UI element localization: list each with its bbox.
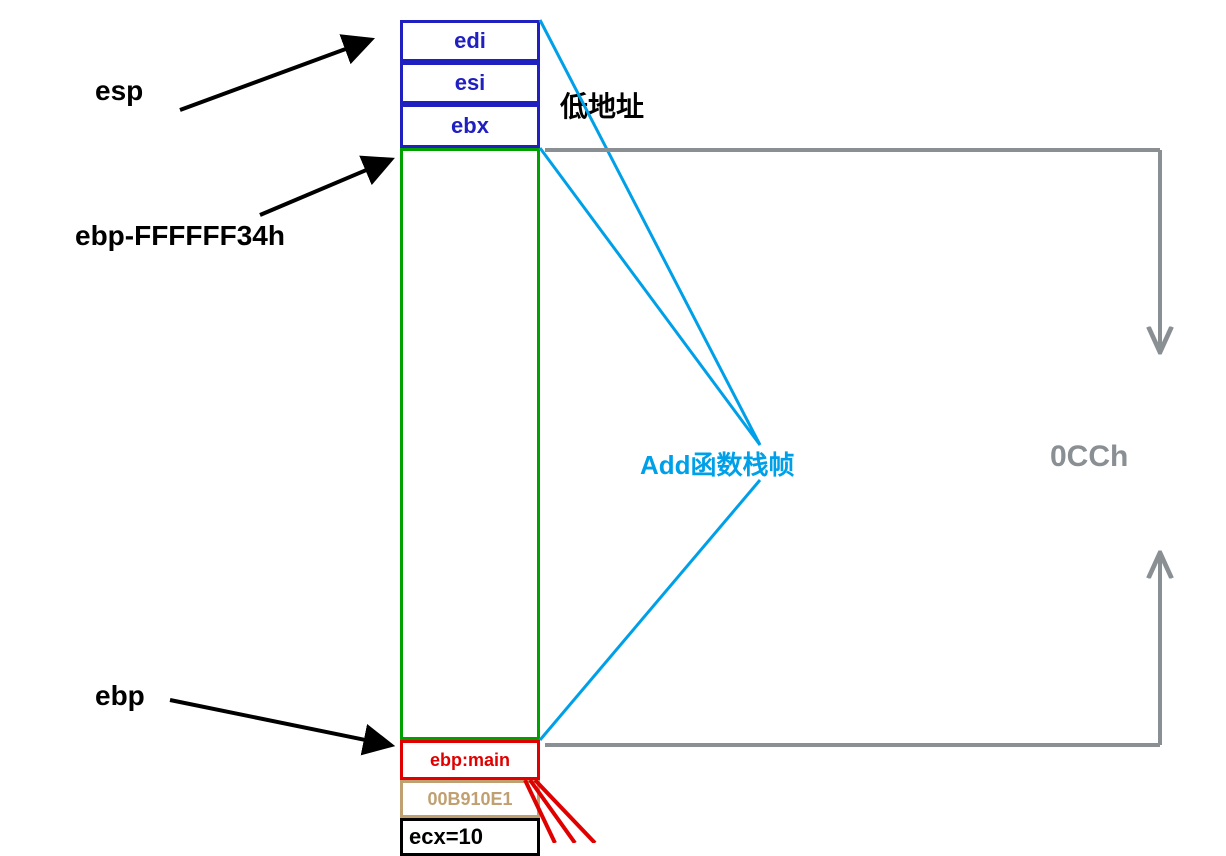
cell-text: ecx=10 <box>409 824 483 850</box>
stack-cell-addr: 00B910E1 <box>400 780 540 818</box>
stack-cell-ecx: ecx=10 <box>400 818 540 856</box>
esp-arrow <box>180 40 370 110</box>
cyan-lines <box>540 20 760 740</box>
add-frame-label: Add函数栈帧 <box>640 445 795 482</box>
cell-text: edi <box>454 28 486 54</box>
diagram-lines <box>0 0 1226 843</box>
cell-text: ebp:main <box>430 750 510 771</box>
cell-text: esi <box>455 70 486 96</box>
ebp-arrow <box>170 700 390 745</box>
stack-cell-ebp-main: ebp:main <box>400 740 540 780</box>
stack-cell-esi: esi <box>400 62 540 104</box>
pointer-arrows <box>170 40 390 745</box>
stack-cell-edi: edi <box>400 20 540 62</box>
ebp-offset-label: ebp-FFFFFF34h <box>75 220 285 252</box>
cell-text: ebx <box>451 113 489 139</box>
ebp-offset-arrow <box>260 160 390 215</box>
ebp-label: ebp <box>95 680 145 712</box>
esp-label: esp <box>95 75 143 107</box>
stack-green-region <box>400 148 540 740</box>
size-label: 0CCh <box>1050 440 1128 474</box>
low-address-label: 低地址 <box>560 85 644 125</box>
cell-text: 00B910E1 <box>427 789 512 810</box>
stack-cell-ebx: ebx <box>400 104 540 148</box>
